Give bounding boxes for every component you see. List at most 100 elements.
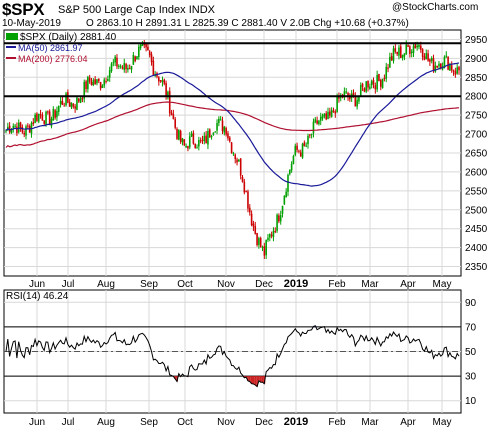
price-y-tick-label: 2600: [465, 167, 488, 178]
rsi-x-tick-label: Oct: [177, 417, 193, 428]
stockcharts-logo[interactable]: @StockCharts.com: [392, 2, 479, 13]
price-candle: [161, 80, 164, 83]
price-candle: [194, 143, 197, 149]
price-candle: [276, 214, 278, 231]
price-candle: [37, 113, 40, 122]
price-candle: [354, 96, 357, 107]
price-candle: [141, 43, 144, 47]
price-candle: [296, 145, 298, 150]
price-candle: [318, 120, 320, 125]
rsi-y-tick-label: 50: [465, 347, 477, 358]
price-candle: [243, 181, 246, 193]
price-candle: [16, 126, 18, 134]
price-candle: [443, 56, 446, 68]
price-candle: [48, 111, 51, 125]
price-candle: [88, 77, 91, 82]
price-candle: [110, 63, 113, 72]
price-candle: [85, 81, 87, 90]
price-candle: [81, 98, 84, 100]
price-candle: [259, 237, 262, 247]
price-candle: [138, 46, 140, 58]
security-name-text: S&P 500 Large Cap Index: [58, 4, 186, 16]
price-candle: [423, 56, 426, 60]
price-candle: [176, 128, 178, 139]
price-candle: [338, 96, 340, 99]
price-candle: [387, 67, 389, 69]
price-candle: [452, 70, 455, 72]
price-candle: [167, 91, 169, 96]
price-x-tick-label: Apr: [400, 279, 416, 290]
price-candle: [281, 205, 284, 214]
price-candle: [127, 67, 129, 70]
price-candle: [410, 51, 413, 53]
price-candle: [319, 116, 322, 121]
rsi-x-tick-label: Apr: [400, 417, 416, 428]
price-candle: [279, 215, 282, 222]
price-candle: [96, 79, 98, 84]
price-candle: [218, 118, 220, 124]
price-candle: [232, 153, 235, 155]
change-value: +10.68 (+0.37%): [334, 18, 409, 29]
legend-price-label: $SPX (Daily) 2881.40: [20, 32, 117, 43]
price-y-tick-label: 2850: [465, 73, 488, 84]
price-y-tick-label: 2800: [465, 92, 488, 103]
price-candle: [116, 57, 118, 67]
price-x-tick-label: Jul: [62, 279, 75, 290]
price-candle: [205, 135, 207, 144]
price-candle: [72, 104, 75, 107]
price-candle: [216, 123, 218, 131]
price-candle: [54, 110, 56, 118]
price-candle: [23, 132, 25, 135]
price-candle: [378, 73, 380, 82]
price-candle: [379, 79, 382, 87]
price-candle: [327, 111, 329, 119]
price-candle: [429, 59, 431, 62]
price-candle: [152, 60, 155, 75]
price-candle: [456, 67, 458, 74]
price-candle: [283, 195, 286, 205]
price-candle: [185, 146, 187, 148]
price-candle: [376, 75, 378, 90]
price-x-tick-label: Jun: [29, 279, 45, 290]
price-candle: [261, 246, 264, 249]
price-candle: [117, 65, 120, 67]
price-y-tick-label: 2650: [465, 149, 488, 160]
price-candle: [405, 44, 408, 55]
price-candle: [349, 96, 351, 100]
price-candle: [57, 105, 60, 112]
price-candle: [438, 63, 440, 67]
price-x-tick-label: Mar: [361, 279, 379, 290]
price-candle: [310, 133, 313, 135]
price-candle: [358, 96, 360, 102]
price-candle: [225, 128, 227, 135]
price-candle: [56, 110, 58, 118]
price-candle: [39, 114, 42, 116]
price-candle: [50, 118, 53, 127]
price-candle: [207, 131, 209, 145]
price-candle: [134, 56, 136, 61]
price-candle: [299, 152, 302, 157]
price-x-tick-label: Nov: [217, 279, 235, 290]
open-value: 2863.10: [96, 18, 133, 29]
price-x-tick-label: Dec: [255, 279, 273, 290]
price-candle: [181, 138, 184, 143]
price-candle: [458, 66, 460, 71]
rsi-x-tick-label: Dec: [255, 417, 273, 428]
price-candle: [74, 106, 76, 109]
price-candle: [418, 45, 420, 47]
price-candle: [292, 156, 295, 165]
price-x-tick-label: Aug: [97, 279, 115, 290]
price-candle: [17, 122, 20, 133]
price-candle: [34, 114, 36, 123]
price-candle: [252, 223, 255, 227]
price-candle: [403, 53, 406, 57]
legend-candle-swatch: [6, 33, 18, 40]
price-candle: [112, 62, 115, 64]
ticker-symbol: $SPX: [2, 0, 45, 19]
price-x-tick-label: Feb: [328, 279, 346, 290]
price-candle: [329, 111, 331, 116]
price-candle: [76, 97, 78, 110]
price-candle: [298, 150, 300, 152]
price-candle: [92, 80, 95, 86]
price-candle: [247, 191, 249, 209]
